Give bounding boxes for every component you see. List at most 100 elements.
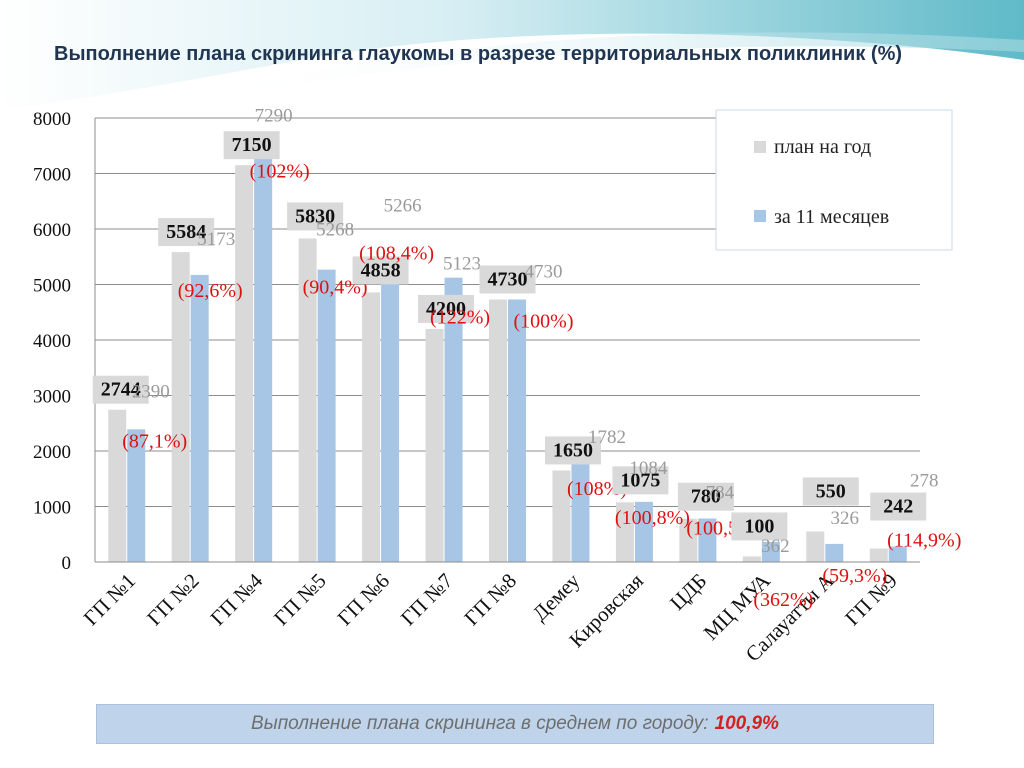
plan-label: 2744 bbox=[101, 379, 141, 401]
plan-label: 5584 bbox=[166, 221, 206, 243]
bar-plan bbox=[362, 292, 381, 562]
y-tick-label: 1000 bbox=[33, 498, 71, 519]
bar-plan bbox=[679, 518, 698, 562]
plan-label: 780 bbox=[691, 486, 721, 508]
percent-label: (362%) bbox=[753, 589, 813, 611]
x-tick-label: ГП №1 bbox=[79, 569, 141, 631]
bar-actual bbox=[381, 269, 400, 562]
percent-label: (108%) bbox=[567, 478, 627, 500]
plan-label: 550 bbox=[816, 480, 846, 502]
legend-label-actual: за 11 месяцев bbox=[774, 206, 889, 228]
plan-label: 1650 bbox=[553, 439, 593, 461]
x-tick-label: ГП №5 bbox=[269, 569, 331, 631]
x-tick-label: Демеу bbox=[528, 568, 585, 625]
bar-actual bbox=[317, 269, 336, 562]
bar-plan bbox=[869, 548, 888, 562]
actual-label: 4730 bbox=[525, 261, 563, 282]
plan-label: 242 bbox=[883, 496, 913, 518]
bar-plan bbox=[742, 556, 761, 562]
x-tick-label: ГП №2 bbox=[142, 569, 204, 631]
plan-label-box bbox=[479, 265, 536, 294]
bar-plan bbox=[171, 252, 190, 562]
plan-label: 100 bbox=[744, 515, 774, 537]
y-tick-label: 0 bbox=[62, 553, 72, 574]
actual-label: 5173 bbox=[197, 229, 235, 250]
actual-label: 278 bbox=[910, 471, 939, 492]
y-tick-label: 2000 bbox=[33, 442, 71, 463]
x-tick-label: ГП №8 bbox=[459, 569, 521, 631]
plan-label: 4858 bbox=[361, 259, 401, 281]
percent-label: (87,1%) bbox=[122, 430, 187, 452]
y-tick-label: 8000 bbox=[33, 109, 71, 130]
plan-label-box bbox=[92, 375, 149, 404]
plan-label: 5830 bbox=[295, 205, 335, 227]
y-tick-label: 6000 bbox=[33, 220, 71, 241]
bar-actual bbox=[698, 518, 717, 562]
bar-plan bbox=[552, 470, 571, 562]
percent-label: (114,9%) bbox=[887, 530, 961, 552]
legend-swatch-plan bbox=[754, 141, 766, 153]
actual-label: 5266 bbox=[384, 196, 422, 217]
plan-label-box bbox=[677, 482, 734, 511]
plan-label-box bbox=[158, 218, 215, 247]
actual-label: 5123 bbox=[443, 254, 481, 275]
plan-label-box bbox=[352, 256, 409, 285]
legend: план на год за 11 месяцев bbox=[715, 109, 953, 251]
bar-actual bbox=[254, 157, 273, 562]
plan-label-box bbox=[418, 294, 475, 323]
legend-swatch-actual bbox=[754, 210, 766, 222]
actual-label: 2390 bbox=[132, 381, 170, 402]
plan-label-box bbox=[870, 492, 927, 521]
y-tick-label: 7000 bbox=[33, 165, 71, 186]
actual-label: 1084 bbox=[629, 458, 668, 479]
x-tick-label: ГП №6 bbox=[333, 569, 395, 631]
plan-label-box bbox=[802, 477, 859, 506]
plan-label-box bbox=[731, 512, 788, 541]
legend-box bbox=[715, 109, 953, 251]
bar-actual bbox=[571, 463, 590, 562]
bars bbox=[108, 157, 907, 563]
bar-plan bbox=[425, 328, 444, 562]
bar-actual bbox=[634, 501, 653, 562]
header-wave-decoration bbox=[0, 0, 1024, 120]
plan-label: 4200 bbox=[426, 298, 466, 320]
plan-label-box bbox=[287, 202, 344, 231]
footer-banner: Выполнение плана скрининга в среднем по … bbox=[96, 704, 934, 744]
footer-value: 100,9% bbox=[714, 713, 779, 734]
bar-plan bbox=[806, 531, 825, 562]
x-tick-label: ГП №7 bbox=[396, 569, 458, 631]
legend-label-plan: план на год bbox=[774, 136, 871, 158]
bar-plan bbox=[489, 299, 507, 562]
percent-label: (100,8%) bbox=[615, 507, 690, 529]
plan-label-box bbox=[544, 436, 601, 465]
y-tick-label: 3000 bbox=[33, 387, 71, 408]
bar-actual bbox=[444, 277, 463, 562]
bar-actual bbox=[127, 429, 146, 562]
actual-label: 784 bbox=[706, 482, 735, 503]
percent-label: (92,6%) bbox=[178, 280, 243, 302]
actual-label: 5268 bbox=[316, 220, 354, 241]
bar-actual bbox=[825, 543, 844, 562]
y-tick-label: 4000 bbox=[33, 331, 71, 352]
bar-plan bbox=[298, 238, 317, 562]
plan-label-box bbox=[223, 131, 280, 160]
bar-plan bbox=[108, 409, 127, 562]
percent-label: (59,3%) bbox=[822, 565, 887, 587]
plan-label-box bbox=[612, 466, 669, 495]
plan-label: 1075 bbox=[620, 469, 660, 491]
percent-label: (90,4%) bbox=[303, 277, 368, 299]
percent-label: (102%) bbox=[250, 160, 310, 182]
actual-label: 326 bbox=[831, 508, 860, 529]
bar-actual bbox=[761, 541, 780, 562]
page-title: Выполнение плана скрининга глаукомы в ра… bbox=[54, 43, 903, 65]
bar-actual bbox=[508, 299, 526, 562]
bar-actual bbox=[888, 546, 907, 562]
actual-label: 1782 bbox=[588, 427, 626, 448]
x-tick-label: ЦДБ bbox=[665, 569, 711, 615]
percent-label: (122%) bbox=[430, 307, 490, 329]
plan-label: 7150 bbox=[232, 134, 272, 156]
bar-plan bbox=[235, 165, 254, 563]
percent-label: (100%) bbox=[514, 310, 574, 332]
